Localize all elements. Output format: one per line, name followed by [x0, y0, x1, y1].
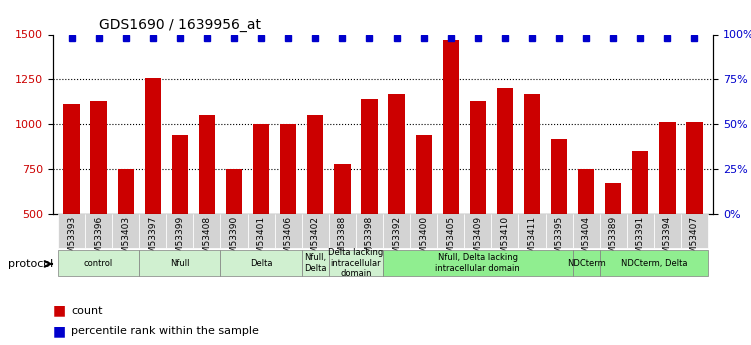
FancyBboxPatch shape	[58, 250, 139, 276]
Text: GSM53404: GSM53404	[581, 216, 590, 265]
Text: GSM53406: GSM53406	[284, 216, 293, 265]
Text: NDCterm: NDCterm	[567, 258, 605, 268]
FancyBboxPatch shape	[221, 214, 248, 248]
Text: NDCterm, Delta: NDCterm, Delta	[620, 258, 687, 268]
Text: GSM53408: GSM53408	[203, 216, 212, 265]
Bar	[605, 184, 621, 304]
Text: GSM53409: GSM53409	[473, 216, 482, 265]
FancyBboxPatch shape	[545, 214, 572, 248]
Bar	[63, 105, 80, 304]
Bar	[388, 94, 405, 304]
Bar	[226, 169, 242, 304]
Text: Delta lacking
intracellular
domain: Delta lacking intracellular domain	[328, 248, 384, 278]
FancyBboxPatch shape	[221, 250, 302, 276]
Text: GSM53393: GSM53393	[67, 216, 76, 265]
Bar	[199, 115, 215, 304]
Text: GSM53405: GSM53405	[446, 216, 455, 265]
Text: percentile rank within the sample: percentile rank within the sample	[71, 326, 259, 336]
Text: GSM53401: GSM53401	[257, 216, 266, 265]
Bar	[280, 124, 297, 304]
FancyBboxPatch shape	[112, 214, 139, 248]
Text: GSM53399: GSM53399	[176, 216, 185, 265]
Text: protocol: protocol	[8, 259, 53, 269]
Bar	[659, 122, 676, 304]
Text: GSM53402: GSM53402	[311, 216, 320, 265]
Bar	[118, 169, 134, 304]
Bar	[469, 101, 486, 304]
Text: count: count	[71, 306, 103, 315]
FancyBboxPatch shape	[58, 214, 85, 248]
FancyBboxPatch shape	[356, 214, 383, 248]
FancyBboxPatch shape	[329, 214, 356, 248]
FancyBboxPatch shape	[572, 250, 600, 276]
Bar	[307, 115, 324, 304]
Text: GSM53395: GSM53395	[554, 216, 563, 265]
Text: GDS1690 / 1639956_at: GDS1690 / 1639956_at	[99, 18, 261, 32]
Text: GSM53400: GSM53400	[419, 216, 428, 265]
Text: ■: ■	[53, 304, 65, 317]
FancyBboxPatch shape	[139, 214, 166, 248]
Text: ■: ■	[53, 324, 65, 338]
FancyBboxPatch shape	[600, 250, 708, 276]
Text: GSM53390: GSM53390	[230, 216, 239, 265]
Text: GSM53388: GSM53388	[338, 216, 347, 265]
FancyBboxPatch shape	[329, 250, 383, 276]
Bar	[442, 40, 459, 304]
FancyBboxPatch shape	[194, 214, 221, 248]
FancyBboxPatch shape	[139, 250, 221, 276]
Text: GSM53394: GSM53394	[663, 216, 672, 265]
FancyBboxPatch shape	[437, 214, 464, 248]
Text: GSM53397: GSM53397	[148, 216, 157, 265]
FancyBboxPatch shape	[383, 214, 410, 248]
Text: control: control	[84, 258, 113, 268]
Bar	[361, 99, 378, 304]
Bar	[578, 169, 594, 304]
FancyBboxPatch shape	[518, 214, 545, 248]
Text: GSM53398: GSM53398	[365, 216, 374, 265]
Text: GSM53407: GSM53407	[690, 216, 699, 265]
FancyBboxPatch shape	[275, 214, 302, 248]
FancyBboxPatch shape	[654, 214, 681, 248]
Bar	[632, 151, 648, 304]
Bar	[551, 139, 567, 304]
FancyBboxPatch shape	[383, 250, 572, 276]
Bar	[172, 135, 188, 304]
FancyBboxPatch shape	[491, 214, 518, 248]
FancyBboxPatch shape	[410, 214, 437, 248]
FancyBboxPatch shape	[248, 214, 275, 248]
Text: GSM53411: GSM53411	[527, 216, 536, 265]
Bar	[90, 101, 107, 304]
Text: Delta: Delta	[250, 258, 273, 268]
Bar	[496, 88, 513, 304]
FancyBboxPatch shape	[600, 214, 627, 248]
FancyBboxPatch shape	[85, 214, 112, 248]
Text: GSM53403: GSM53403	[121, 216, 130, 265]
Text: GSM53396: GSM53396	[94, 216, 103, 265]
Text: Nfull,
Delta: Nfull, Delta	[304, 253, 327, 273]
Bar	[686, 122, 703, 304]
FancyBboxPatch shape	[627, 214, 654, 248]
FancyBboxPatch shape	[464, 214, 491, 248]
Text: GSM53410: GSM53410	[500, 216, 509, 265]
Bar	[524, 94, 540, 304]
Bar	[415, 135, 432, 304]
FancyBboxPatch shape	[302, 214, 329, 248]
Bar	[145, 78, 161, 304]
Text: Nfull: Nfull	[170, 258, 189, 268]
FancyBboxPatch shape	[681, 214, 708, 248]
Text: GSM53391: GSM53391	[636, 216, 645, 265]
FancyBboxPatch shape	[302, 250, 329, 276]
Bar	[253, 124, 270, 304]
FancyBboxPatch shape	[166, 214, 194, 248]
Bar	[334, 164, 351, 304]
Text: GSM53392: GSM53392	[392, 216, 401, 265]
FancyBboxPatch shape	[572, 214, 600, 248]
Text: Nfull, Delta lacking
intracellular domain: Nfull, Delta lacking intracellular domai…	[436, 253, 520, 273]
Text: GSM53389: GSM53389	[609, 216, 618, 265]
